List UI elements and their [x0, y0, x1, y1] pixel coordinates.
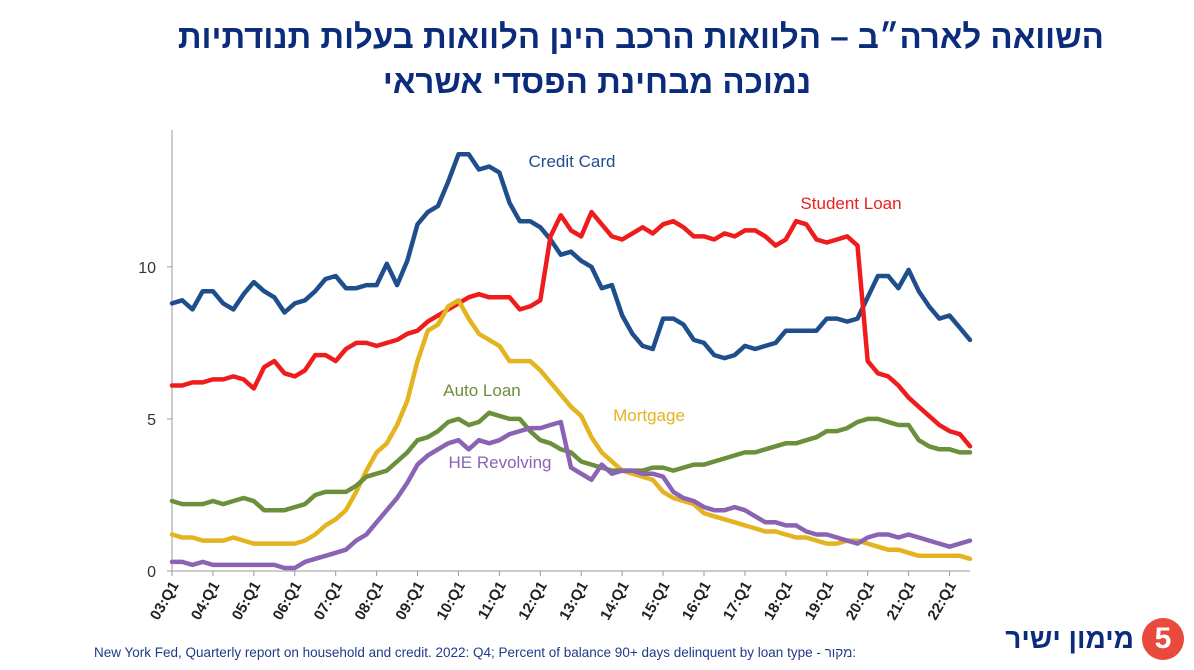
series-line-credit-card [169, 152, 973, 361]
x-tick-label: 16:Q1 [679, 579, 715, 624]
x-tick-label: 20:Q1 [843, 579, 879, 624]
series-line-he-revolving [169, 419, 973, 571]
title-line-1: השוואה לארה״ב – הלוואות הרכב הינן הלוואו… [177, 18, 1104, 55]
x-tick-label: 22:Q1 [924, 579, 960, 624]
x-tick-label: 08:Q1 [352, 579, 388, 624]
logo-text: מימון ישיר [1005, 623, 1134, 654]
x-tick-label: 06:Q1 [270, 579, 306, 624]
x-tick-label: 05:Q1 [229, 579, 265, 624]
source-note: New York Fed, Quarterly report on househ… [94, 645, 857, 660]
series-line-mortgage [169, 298, 973, 562]
y-tick-label: 0 [147, 564, 156, 581]
x-tick-label: 17:Q1 [720, 579, 756, 624]
series-line-student-loan [169, 209, 973, 449]
x-tick-label: 11:Q1 [475, 579, 510, 623]
y-tick-label: 10 [138, 260, 156, 277]
logo-five-icon: 5 [1142, 618, 1184, 660]
series-label-credit-card: Credit Card [529, 152, 616, 171]
x-tick-label: 12:Q1 [515, 579, 551, 624]
page-title: השוואה לארה״ב – הלוואות הרכב הינן הלוואו… [0, 14, 1194, 104]
x-tick-label: 21:Q1 [884, 579, 920, 624]
x-tick-label: 04:Q1 [188, 579, 224, 624]
y-tick-label: 5 [147, 412, 156, 429]
brand-logo: 5 מימון ישיר [1005, 618, 1184, 660]
series-label-mortgage: Mortgage [613, 406, 685, 425]
x-tick-label: 18:Q1 [761, 579, 797, 624]
title-line-2: נמוכה מבחינת הפסדי אשראי [382, 63, 812, 100]
series-label-auto-loan: Auto Loan [443, 381, 521, 400]
x-tick-label: 15:Q1 [638, 579, 674, 624]
x-tick-label: 13:Q1 [556, 579, 592, 624]
x-tick-label: 07:Q1 [311, 579, 347, 624]
series-label-student-loan: Student Loan [800, 194, 901, 213]
x-tick-label: 14:Q1 [597, 579, 633, 624]
series-label-he-revolving: HE Revolving [449, 453, 552, 472]
x-tick-label: 03:Q1 [147, 579, 183, 624]
series-line-auto-loan [169, 410, 973, 513]
x-tick-label: 10:Q1 [433, 579, 469, 624]
x-tick-label: 19:Q1 [802, 579, 838, 624]
x-tick-label: 09:Q1 [392, 579, 428, 624]
